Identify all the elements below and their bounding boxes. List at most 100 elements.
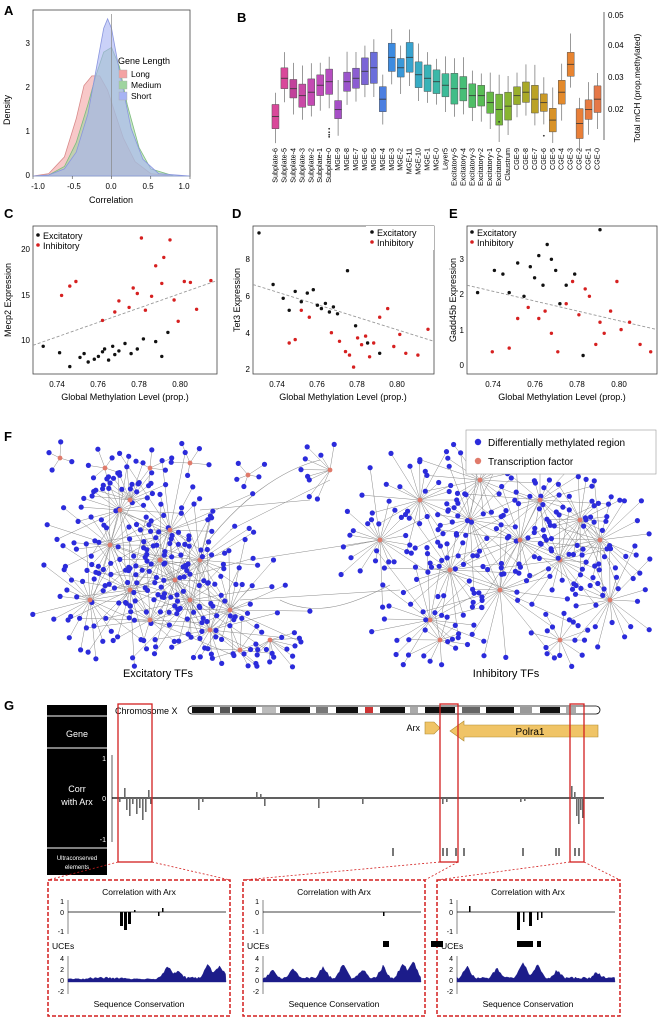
dmr-node <box>424 513 430 520</box>
point-excitatory <box>57 351 62 355</box>
edge <box>472 499 541 556</box>
dmr-node <box>647 556 653 562</box>
zoom-corr-bar <box>517 912 520 930</box>
panel-c: C Mecp2 Expression Global Methylation Le… <box>3 206 218 402</box>
dmr-node <box>617 497 623 503</box>
panel-c-ylabel: Mecp2 Expression <box>3 263 13 337</box>
point-excitatory <box>558 302 562 306</box>
dmr-node <box>130 655 136 661</box>
edge <box>531 632 561 641</box>
dmr-node <box>239 581 245 588</box>
dmr-node <box>444 614 450 620</box>
corr-bar <box>318 798 320 808</box>
panel-d-yticks: 2 4 6 8 <box>246 255 251 374</box>
point-inhibitory <box>100 318 105 323</box>
dmr-node <box>78 504 84 510</box>
dmr-node <box>305 473 311 479</box>
edge <box>559 548 611 561</box>
zoom-corr-bar <box>158 912 160 916</box>
point-inhibitory <box>194 307 199 311</box>
tick-label: 15 <box>21 291 30 300</box>
dmr-node <box>555 555 561 561</box>
edge <box>309 469 331 481</box>
edge <box>447 457 481 481</box>
dmr-node <box>144 495 150 501</box>
dmr-node <box>174 611 180 617</box>
edge <box>149 449 153 469</box>
dmr-node <box>174 592 180 598</box>
dmr-node <box>227 613 233 619</box>
panel-d-frame <box>252 225 435 375</box>
edge <box>174 558 254 581</box>
dmr-node <box>406 637 412 643</box>
dmr-node <box>541 485 547 491</box>
legend-marker-excitatory <box>370 230 374 234</box>
panel-e-legend-bg <box>468 227 534 251</box>
edge <box>479 479 536 484</box>
edge <box>469 477 512 521</box>
point-inhibitory <box>577 313 581 317</box>
edge <box>189 462 210 465</box>
zoom-title: Correlation with Arx <box>102 887 176 897</box>
dmr-node <box>146 522 152 528</box>
dmr-node <box>634 518 641 524</box>
tf-node <box>417 497 423 503</box>
edge <box>83 498 121 511</box>
dmr-node <box>545 566 552 572</box>
edge <box>559 559 597 606</box>
edge <box>215 630 241 651</box>
dmr-node <box>184 616 190 622</box>
edge <box>329 444 335 471</box>
panel-c-yticks: 10 15 20 <box>21 245 30 345</box>
edge <box>388 605 431 621</box>
dmr-node <box>400 589 406 596</box>
zoom-box-3: Correlation with Arx UCEs Sequence Conse… <box>436 879 621 1017</box>
dmr-node <box>78 647 84 653</box>
edge <box>369 467 381 541</box>
dmr-node <box>119 486 125 492</box>
dmr-node <box>446 463 452 469</box>
point-excitatory <box>549 257 554 261</box>
panel-f-legend-box <box>465 429 657 475</box>
chromosome-band <box>316 707 328 713</box>
edge <box>599 539 637 556</box>
edge <box>129 484 166 501</box>
dmr-node <box>110 475 117 481</box>
edge <box>169 543 176 581</box>
point-inhibitory <box>378 315 382 319</box>
edge <box>501 516 521 541</box>
uce-mark <box>522 848 524 856</box>
edge <box>229 609 310 612</box>
edge <box>519 496 531 541</box>
edge <box>187 609 231 620</box>
dmr-node <box>213 627 219 634</box>
edge <box>573 519 581 555</box>
edge <box>199 528 250 561</box>
edge <box>519 494 560 541</box>
dmr-node <box>464 518 471 524</box>
tick-label: 20 <box>21 245 30 254</box>
dmr-node <box>256 474 262 480</box>
edge <box>551 538 601 541</box>
dmr-node <box>503 654 509 661</box>
chromosome-band <box>336 707 358 713</box>
tick-label: 0 <box>26 171 31 180</box>
legend-label-medium: Medium <box>131 80 161 90</box>
dmr-node <box>104 476 110 482</box>
panel-b-letter: B <box>237 10 246 25</box>
dmr-node <box>543 611 549 617</box>
edge <box>138 467 151 483</box>
dmr-node <box>557 652 563 659</box>
point-excitatory <box>293 289 297 294</box>
dmr-node <box>157 491 163 497</box>
edge <box>159 559 165 594</box>
dmr-node <box>245 663 251 669</box>
edge <box>119 559 161 561</box>
dmr-node <box>169 455 175 461</box>
dmr-node <box>443 449 450 455</box>
dmr-node <box>392 507 398 513</box>
edge <box>309 469 331 497</box>
dmr-node <box>158 501 164 507</box>
dmr-node <box>71 540 77 546</box>
dmr-node <box>83 625 89 631</box>
